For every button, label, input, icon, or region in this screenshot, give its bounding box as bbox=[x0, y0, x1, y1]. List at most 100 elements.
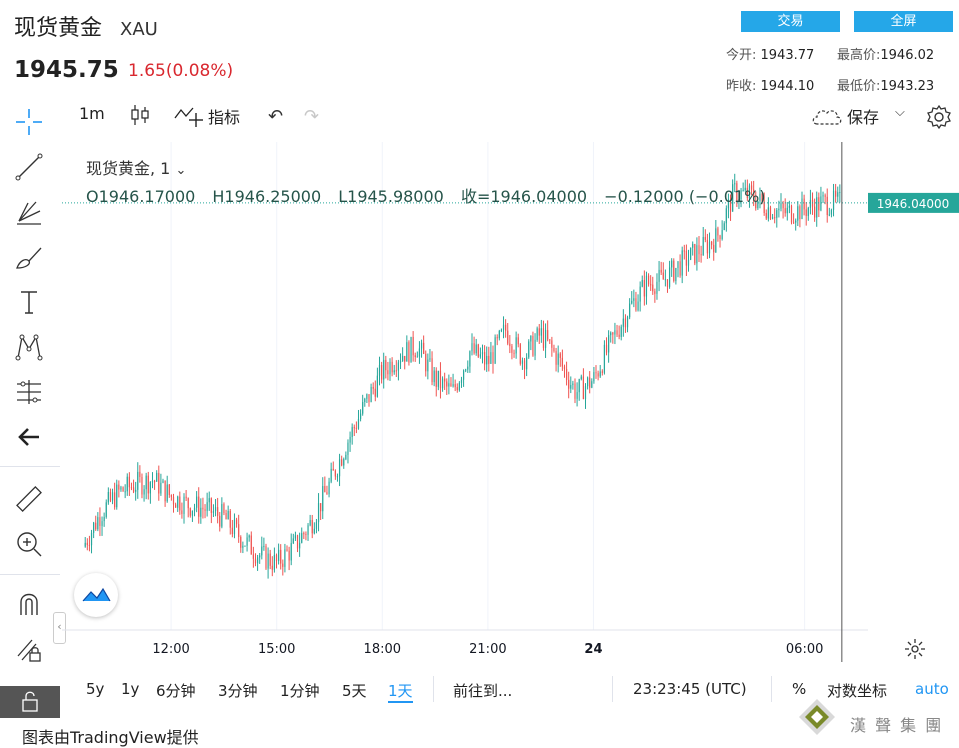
x-tick-label: 15:00 bbox=[258, 642, 295, 657]
candle-body bbox=[210, 498, 212, 513]
log-scale-button[interactable]: 对数坐标 bbox=[827, 682, 888, 700]
candle-body bbox=[99, 517, 101, 526]
candle-body bbox=[555, 351, 557, 365]
candle-body bbox=[576, 392, 578, 399]
fullscreen-button[interactable]: 全屏 bbox=[854, 11, 953, 32]
range-button-6[interactable]: 1天 bbox=[388, 680, 413, 703]
candle-body bbox=[351, 427, 353, 437]
candle-body bbox=[149, 482, 151, 494]
ruler-icon[interactable] bbox=[10, 481, 48, 517]
candle-body bbox=[355, 427, 357, 429]
crosshair-icon[interactable] bbox=[10, 104, 48, 140]
candle-body bbox=[242, 545, 244, 548]
candle-body bbox=[395, 370, 397, 372]
text-tool-icon[interactable] bbox=[10, 284, 48, 320]
candle-body bbox=[496, 337, 498, 339]
candle-body bbox=[475, 344, 477, 354]
candle-body bbox=[202, 507, 204, 510]
candle-body bbox=[225, 513, 227, 520]
range-button-2[interactable]: 6分钟 bbox=[156, 682, 196, 700]
candle-body bbox=[183, 496, 185, 514]
trade-button[interactable]: 交易 bbox=[741, 11, 840, 32]
percent-scale-button[interactable]: % bbox=[792, 680, 807, 698]
candle-body bbox=[507, 330, 509, 344]
candle-body bbox=[397, 362, 400, 371]
lock-toggle[interactable] bbox=[0, 686, 60, 718]
candle-body bbox=[736, 183, 738, 202]
candle-body bbox=[717, 228, 719, 236]
indicators-button[interactable]: 指标 bbox=[208, 108, 241, 127]
zoom-in-icon[interactable] bbox=[10, 526, 48, 562]
candle-body bbox=[542, 328, 545, 348]
candle-body bbox=[715, 228, 717, 253]
range-button-1[interactable]: 1y bbox=[121, 680, 140, 698]
candle-body bbox=[250, 535, 252, 555]
candle-body bbox=[414, 355, 416, 357]
candle-body bbox=[372, 386, 374, 389]
back-arrow-icon[interactable] bbox=[10, 419, 48, 455]
range-button-3[interactable]: 3分钟 bbox=[218, 682, 258, 700]
candle-body bbox=[191, 510, 194, 516]
candle-body bbox=[654, 291, 656, 294]
candle-body bbox=[830, 209, 833, 215]
pattern-icon[interactable] bbox=[10, 329, 48, 365]
candle-body bbox=[462, 370, 465, 380]
candle-body bbox=[179, 496, 181, 511]
clock-display[interactable]: 23:23:45 (UTC) bbox=[633, 680, 747, 698]
price-chart[interactable]: 1946.04000 12:00 15:00 18:00 21:00 24 06:00 bbox=[62, 142, 959, 666]
candle-body bbox=[158, 472, 160, 494]
axis-settings-icon[interactable] bbox=[904, 638, 926, 664]
x-tick-label: 12:00 bbox=[152, 642, 189, 657]
range-button-0[interactable]: 5y bbox=[86, 680, 105, 698]
candle-body bbox=[313, 528, 315, 534]
candle-body bbox=[673, 260, 675, 281]
brush-icon[interactable] bbox=[10, 239, 48, 275]
gear-icon[interactable] bbox=[926, 104, 952, 134]
auto-scale-button[interactable]: auto bbox=[915, 680, 949, 698]
candle-body bbox=[685, 250, 687, 266]
candle-body bbox=[505, 324, 507, 331]
range-button-4[interactable]: 1分钟 bbox=[280, 682, 320, 700]
candle-body bbox=[259, 555, 261, 558]
candle-body bbox=[328, 481, 330, 495]
candle-type-icon[interactable] bbox=[129, 103, 151, 131]
candle-body bbox=[719, 235, 721, 240]
save-button[interactable]: 保存 bbox=[847, 108, 880, 127]
candle-body bbox=[181, 510, 183, 514]
lock-drawing-icon[interactable] bbox=[10, 631, 48, 667]
goto-date-button[interactable]: 前往到... bbox=[453, 682, 513, 700]
collapse-toolbar-button[interactable]: ‹ bbox=[53, 612, 66, 644]
candle-body bbox=[593, 372, 595, 382]
legend-series[interactable]: 现货黄金, 1 ⌄ bbox=[86, 159, 187, 178]
trend-line-icon[interactable] bbox=[10, 149, 48, 185]
redo-icon[interactable]: ↷ bbox=[304, 106, 320, 127]
candle-body bbox=[484, 352, 486, 365]
candle-body bbox=[477, 344, 479, 357]
candle-body bbox=[696, 245, 698, 264]
candle-body bbox=[311, 520, 313, 534]
magnet-icon[interactable] bbox=[10, 586, 48, 622]
candle-body bbox=[753, 189, 755, 201]
candle-body bbox=[641, 280, 643, 287]
cloud-icon[interactable] bbox=[811, 106, 843, 130]
range-button-5[interactable]: 5天 bbox=[342, 682, 367, 700]
candle-body bbox=[679, 261, 681, 276]
candle-body bbox=[458, 382, 460, 391]
candle-body bbox=[332, 468, 334, 471]
candle-body bbox=[130, 487, 133, 489]
candle-body bbox=[603, 344, 606, 373]
interval-selector[interactable]: 1m bbox=[79, 104, 105, 123]
candle-body bbox=[608, 335, 610, 353]
candle-body bbox=[200, 507, 202, 517]
chevron-down-icon[interactable]: ⌵ bbox=[895, 105, 905, 120]
undo-icon[interactable]: ↶ bbox=[268, 106, 284, 127]
indicators-icon[interactable] bbox=[174, 104, 204, 132]
last-price-label: 1946.04000 bbox=[877, 197, 950, 211]
prediction-icon[interactable] bbox=[10, 374, 48, 410]
candle-body bbox=[185, 496, 187, 499]
candle-body bbox=[771, 217, 774, 219]
candle-body bbox=[196, 496, 198, 508]
fib-tool-icon[interactable] bbox=[10, 194, 48, 230]
tradingview-logo[interactable] bbox=[74, 573, 118, 617]
candle-body bbox=[439, 370, 442, 389]
